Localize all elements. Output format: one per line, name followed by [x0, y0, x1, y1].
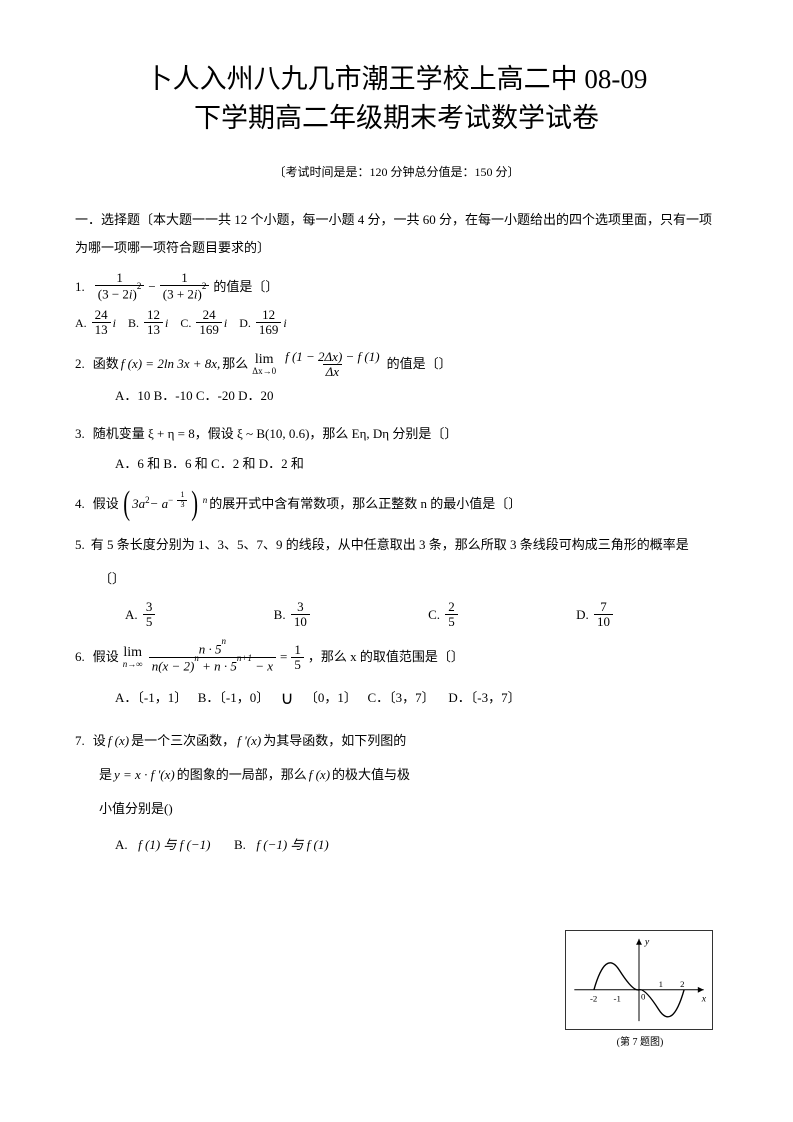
section-1-head: 一．选择题〔本大题一一共 12 个小题，每一小题 4 分，一共 60 分，在每一… — [75, 206, 718, 263]
q7-figure: y x -2 -1 0 1 2 (第 7 题图) — [565, 930, 715, 1052]
question-4: 4. 假设 ( 3a2 − a− 13 ) n 的展开式中含有常数项，那么正整数… — [75, 489, 718, 520]
subtitle: 〔考试时间是是：120 分钟总分值是：150 分〕 — [75, 162, 718, 184]
svg-text:1: 1 — [659, 979, 663, 989]
figure-caption: (第 7 题图) — [565, 1034, 715, 1052]
question-2: 2. 函数 f (x) = 2ln 3x + 8x, 那么 limΔx→0 f … — [75, 350, 718, 410]
question-3: 3.随机变量 ξ + η = 8，假设 ξ ~ B(10, 0.6)，那么 Eη… — [75, 421, 718, 477]
svg-text:0: 0 — [641, 992, 646, 1002]
svg-text:2: 2 — [680, 979, 684, 989]
question-7: 7.设 f (x) 是一个三次函数，f ′(x) 为其导函数，如下列图的 是 y… — [75, 728, 520, 858]
svg-text:-2: -2 — [590, 994, 597, 1004]
question-6: 6. 假设 limn→∞ n · 5n n(x − 2)n + n · 5n+1… — [75, 641, 718, 715]
question-5: 5.有 5 条长度分别为 1、3、5、7、9 的线段，从中任意取出 3 条，那么… — [75, 532, 718, 630]
svg-text:y: y — [644, 937, 650, 948]
svg-text:x: x — [701, 994, 707, 1005]
question-1: 1. 1 (3 − 2i)2 − 1 (3 + 2i)2 的值是〔〕 A. 24… — [75, 271, 718, 338]
svg-text:-1: -1 — [614, 994, 621, 1004]
page-title: 卜人入州八九几市潮王学校上高二中 08-09 下学期高二年级期末考试数学试卷 — [75, 60, 718, 138]
